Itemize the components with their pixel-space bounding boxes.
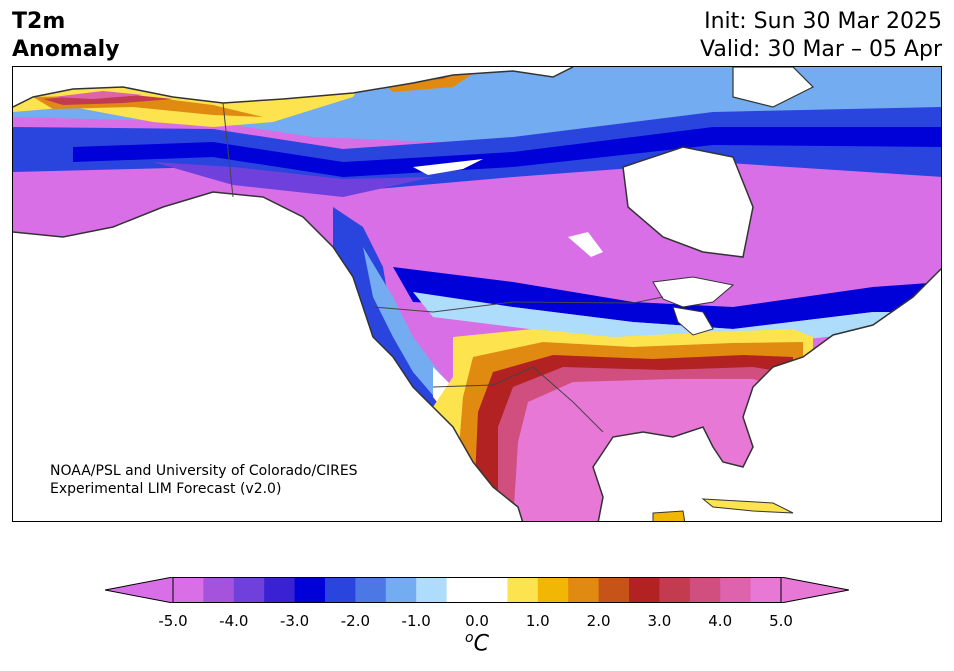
colorbar-frame xyxy=(172,577,782,603)
colorbar-svg xyxy=(104,576,850,604)
colorbar-segment xyxy=(385,577,417,603)
colorbar xyxy=(104,576,850,604)
colorbar-segment xyxy=(325,577,356,603)
colorbar-segment xyxy=(750,577,782,603)
colorbar-segment xyxy=(477,577,508,603)
colorbar-segment xyxy=(659,577,691,603)
credit-line-1: NOAA/PSL and University of Colorado/CIRE… xyxy=(50,463,358,479)
title-line-1: T2m xyxy=(12,9,66,34)
colorbar-segment xyxy=(416,577,448,603)
colorbar-segment xyxy=(537,577,569,603)
colorbar-tick-label: -5.0 xyxy=(158,612,188,630)
colorbar-tick-label: -3.0 xyxy=(279,612,310,630)
colorbar-segment xyxy=(173,577,204,603)
anomaly-field xyxy=(13,67,941,521)
colorbar-tick-label: 3.0 xyxy=(647,612,672,630)
colorbar-tick-label: 4.0 xyxy=(708,612,733,630)
forecast-dates: Init: Sun 30 Mar 2025 Valid: 30 Mar – 05… xyxy=(700,8,942,64)
credit-line-2: Experimental LIM Forecast (v2.0) xyxy=(50,481,282,497)
colorbar-ticks: -5.0 -4.0 -3.0 -2.0 -1.0 0.0 1.0 2.0 3.0 4.0 5.0 xyxy=(0,612,954,632)
valid-date: Valid: 30 Mar – 05 Apr xyxy=(700,37,942,62)
colorbar-segment xyxy=(233,577,265,603)
colorbar-segment xyxy=(629,577,660,603)
init-date: Init: Sun 30 Mar 2025 xyxy=(704,9,942,34)
colorbar-tick-label: -1.0 xyxy=(401,612,431,630)
map-graphic xyxy=(13,67,941,521)
map-title: T2m Anomaly xyxy=(12,8,119,64)
colorbar-segment xyxy=(264,577,296,603)
unit-sup: o xyxy=(465,630,474,646)
colorbar-unit: oC xyxy=(465,630,489,656)
colorbar-segment xyxy=(294,577,326,603)
colorbar-segment xyxy=(507,577,539,603)
title-line-2: Anomaly xyxy=(12,37,120,62)
colorbar-segment xyxy=(446,577,478,603)
colorbar-segment xyxy=(203,577,235,603)
unit-base: C xyxy=(473,631,489,657)
colorbar-under-arrow xyxy=(104,576,174,604)
credit-text: NOAA/PSL and University of Colorado/CIRE… xyxy=(50,462,358,498)
colorbar-tick-label: -4.0 xyxy=(219,612,249,630)
colorbar-tick-label: 1.0 xyxy=(525,612,550,630)
colorbar-segment xyxy=(598,577,630,603)
colorbar-segment xyxy=(689,577,721,603)
colorbar-segment xyxy=(355,577,387,603)
colorbar-segment xyxy=(720,577,752,603)
colorbar-tick-label: 0.0 xyxy=(465,612,489,630)
colorbar-segment xyxy=(568,577,600,603)
colorbar-over-arrow xyxy=(780,576,850,604)
colorbar-tick-label: 5.0 xyxy=(769,612,793,630)
colorbar-tick-label: -2.0 xyxy=(340,612,371,630)
anomaly-map: NOAA/PSL and University of Colorado/CIRE… xyxy=(12,66,942,522)
colorbar-tick-label: 2.0 xyxy=(586,612,611,630)
